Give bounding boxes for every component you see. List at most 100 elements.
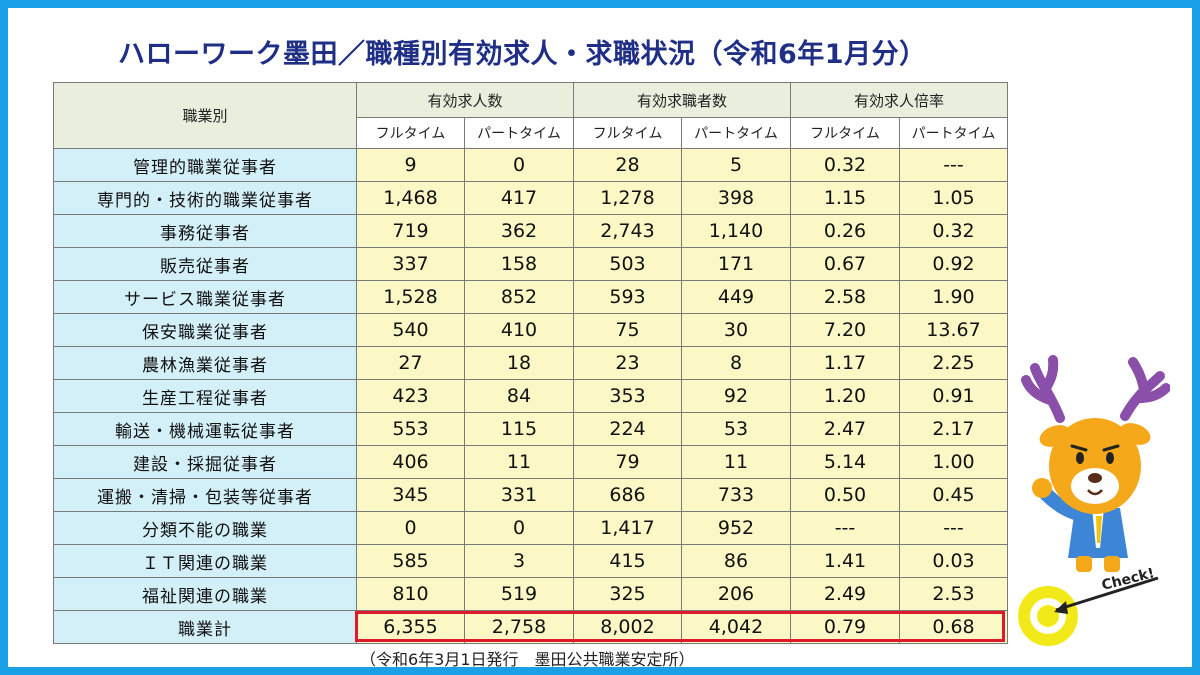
row-label: 保安職業従事者 (53, 313, 357, 347)
table-cell: 3 (464, 544, 574, 578)
table-cell: 75 (573, 313, 682, 347)
total-label: 職業計 (53, 610, 357, 644)
row-label: ＩＴ関連の職業 (53, 544, 357, 578)
table-cell: 719 (356, 214, 465, 248)
table-cell: 1,528 (356, 280, 465, 314)
table-cell: 398 (681, 181, 791, 215)
table-cell: 53 (681, 412, 791, 446)
subheader-cell: パートタイム (681, 117, 791, 149)
table-cell: 0.32 (899, 214, 1008, 248)
table-cell: 733 (681, 478, 791, 512)
table-cell: 1.20 (790, 379, 900, 413)
source-note: （令和6年3月1日発行 墨田公共職業安定所） (360, 650, 695, 669)
table-cell: 2.49 (790, 577, 900, 611)
header-group-seekers: 有効求職者数 (573, 82, 791, 118)
table-cell: 2.47 (790, 412, 900, 446)
table-cell: 23 (573, 346, 682, 380)
table-cell: 30 (681, 313, 791, 347)
table-cell: 540 (356, 313, 465, 347)
row-label: 専門的・技術的職業従事者 (53, 181, 357, 215)
table-cell: 11 (681, 445, 791, 479)
deer-mascot-icon (1021, 355, 1170, 572)
subheader-cell: フルタイム (790, 117, 900, 149)
table-cell: 171 (681, 247, 791, 281)
row-label: 販売従事者 (53, 247, 357, 281)
table-cell: --- (899, 511, 1008, 545)
table-cell: 1,468 (356, 181, 465, 215)
row-label: 分類不能の職業 (53, 511, 357, 545)
total-row: 職業計 6,355 2,758 8,002 4,042 0.79 0.68 (53, 610, 1008, 644)
table-cell: 362 (464, 214, 574, 248)
table-cell: 686 (573, 478, 682, 512)
table-cell: 353 (573, 379, 682, 413)
table-cell: 0 (464, 148, 574, 182)
table-cell: 8 (681, 346, 791, 380)
table-cell: 224 (573, 412, 682, 446)
table-row: 専門的・技術的職業従事者 1,468 417 1,278 398 1.15 1.… (53, 181, 1008, 215)
table-cell: 2.58 (790, 280, 900, 314)
table-cell: 0.03 (899, 544, 1008, 578)
table-cell: 1.00 (899, 445, 1008, 479)
table-cell: 449 (681, 280, 791, 314)
table-row: 販売従事者 337 158 503 171 0.67 0.92 (53, 247, 1008, 281)
table-cell: 158 (464, 247, 574, 281)
slide: ハローワーク墨田／職種別有効求人・求職状況（令和6年1月分） 職業別 有効求人数… (8, 8, 1192, 669)
table-cell: 2,758 (464, 610, 574, 644)
row-label: 農林漁業従事者 (53, 346, 357, 380)
row-label: 運搬・清掃・包装等従事者 (53, 478, 357, 512)
table-row: ＩＴ関連の職業 585 3 415 86 1.41 0.03 (53, 544, 1008, 578)
table-cell: 0.92 (899, 247, 1008, 281)
table-cell: 415 (573, 544, 682, 578)
table-cell: 1.05 (899, 181, 1008, 215)
table-cell: 952 (681, 511, 791, 545)
row-label: 事務従事者 (53, 214, 357, 248)
table-cell: 519 (464, 577, 574, 611)
table-cell: 337 (356, 247, 465, 281)
header-group-openings: 有効求人数 (356, 82, 574, 118)
table-cell: 4,042 (681, 610, 791, 644)
row-label: 管理的職業従事者 (53, 148, 357, 182)
table-row: 建設・採掘従事者 406 11 79 11 5.14 1.00 (53, 445, 1008, 479)
table-cell: 2.53 (899, 577, 1008, 611)
table-cell: 28 (573, 148, 682, 182)
table-cell: 0.45 (899, 478, 1008, 512)
table-cell: 0.26 (790, 214, 900, 248)
table-cell: 423 (356, 379, 465, 413)
table-cell: 0.67 (790, 247, 900, 281)
table-cell: 5 (681, 148, 791, 182)
table-cell: --- (790, 511, 900, 545)
table-cell: 9 (356, 148, 465, 182)
table-cell: 325 (573, 577, 682, 611)
subheader-cell: パートタイム (464, 117, 574, 149)
table-cell: 331 (464, 478, 574, 512)
table-cell: 1.17 (790, 346, 900, 380)
table-row: 管理的職業従事者 9 0 28 5 0.32 --- (53, 148, 1008, 182)
table-cell: 1,140 (681, 214, 791, 248)
header-group-ratio: 有効求人倍率 (790, 82, 1008, 118)
table-cell: 2.25 (899, 346, 1008, 380)
table-cell: 1.15 (790, 181, 900, 215)
table-cell: 406 (356, 445, 465, 479)
table-row: 福祉関連の職業 810 519 325 206 2.49 2.53 (53, 577, 1008, 611)
row-label: 福祉関連の職業 (53, 577, 357, 611)
table-row: 輸送・機械運転従事者 553 115 224 53 2.47 2.17 (53, 412, 1008, 446)
table-row: 事務従事者 719 362 2,743 1,140 0.26 0.32 (53, 214, 1008, 248)
row-label: サービス職業従事者 (53, 280, 357, 314)
table-cell: 810 (356, 577, 465, 611)
table-cell: 0.50 (790, 478, 900, 512)
table-cell: 0.32 (790, 148, 900, 182)
table-cell: 13.67 (899, 313, 1008, 347)
table-cell: 5.14 (790, 445, 900, 479)
table-cell: 503 (573, 247, 682, 281)
table-cell: --- (899, 148, 1008, 182)
check-label: Check! (1100, 568, 1156, 594)
page-title: ハローワーク墨田／職種別有効求人・求職状況（令和6年1月分） (118, 39, 927, 70)
table-cell: 553 (356, 412, 465, 446)
table-cell: 2.17 (899, 412, 1008, 446)
table-cell: 18 (464, 346, 574, 380)
row-label: 輸送・機械運転従事者 (53, 412, 357, 446)
table-row: 運搬・清掃・包装等従事者 345 331 686 733 0.50 0.45 (53, 478, 1008, 512)
table-cell: 86 (681, 544, 791, 578)
arrow-icon (1055, 576, 1159, 612)
table-cell: 0 (464, 511, 574, 545)
